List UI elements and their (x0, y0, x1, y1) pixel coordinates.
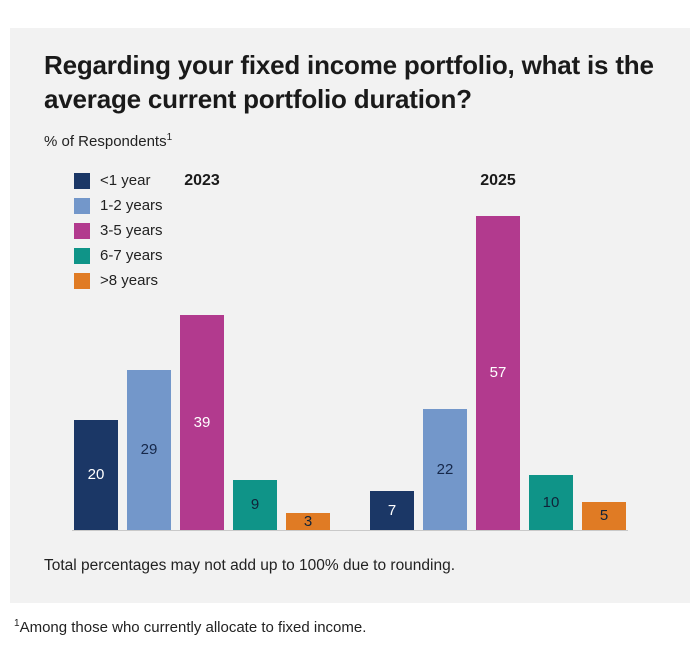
bar-value-label: 57 (489, 364, 507, 382)
bar-value-label: 7 (387, 501, 397, 519)
legend-label: >8 years (100, 271, 158, 289)
legend-item: 1-2 years (74, 197, 163, 215)
legend-label: 1-2 years (100, 196, 163, 214)
group-label: 2025 (480, 171, 516, 189)
bar: 29 (127, 370, 171, 530)
rounding-note: Total percentages may not add up to 100%… (44, 556, 456, 574)
chart-groups: 2023 20 29 39 9 3 2025 7 22 57 10 5 (72, 172, 628, 531)
chart-group: 2023 20 29 39 9 3 (74, 172, 330, 530)
axis-unit-text: % of Respondents (44, 132, 167, 150)
chart: <1 year 1-2 years 3-5 years 6-7 years >8 yea… (72, 172, 628, 531)
legend-item: 6-7 years (74, 247, 163, 265)
page-title: Regarding your fixed income portfolio, w… (44, 50, 654, 115)
footnote-text: Among those who currently allocate to fi… (19, 618, 367, 636)
chart-group: 2025 7 22 57 10 5 (370, 172, 626, 530)
bar: 5 (582, 502, 626, 530)
legend-label: <1 year (100, 171, 151, 189)
legend-item: >8 years (74, 272, 163, 290)
bar-value-label: 39 (193, 413, 211, 431)
bar: 22 (423, 408, 467, 530)
legend-item: <1 year (74, 172, 163, 190)
bar-value-label: 20 (87, 466, 105, 484)
bar: 57 (476, 216, 520, 530)
group-label: 2023 (184, 171, 220, 189)
axis-unit-label: % of Respondents1 (44, 131, 656, 150)
bar: 39 (180, 315, 224, 530)
bar-row: 20 29 39 9 3 (74, 200, 330, 530)
bar: 3 (286, 513, 330, 530)
legend: <1 year 1-2 years 3-5 years 6-7 years >8 yea… (74, 172, 163, 290)
chart-card: Regarding your fixed income portfolio, w… (10, 28, 690, 603)
bar-value-label: 29 (140, 441, 158, 459)
bar-value-label: 5 (599, 507, 609, 525)
footnote-marker: 1 (166, 131, 173, 143)
bar: 7 (370, 491, 414, 530)
bar-value-label: 22 (436, 460, 454, 478)
bar-value-label: 3 (303, 512, 313, 530)
bar: 10 (529, 474, 573, 530)
legend-label: 6-7 years (100, 246, 163, 264)
legend-item: 3-5 years (74, 222, 163, 240)
bar-value-label: 9 (250, 496, 260, 514)
legend-swatch (74, 247, 90, 264)
footnote: 1Among those who currently allocate to f… (14, 617, 700, 636)
bar-value-label: 10 (542, 493, 560, 511)
legend-label: 3-5 years (100, 221, 163, 239)
footnote-marker: 1 (14, 617, 20, 629)
bar: 20 (74, 419, 118, 530)
bar: 9 (233, 480, 277, 530)
legend-swatch (74, 272, 90, 289)
legend-swatch (74, 197, 90, 214)
legend-swatch (74, 172, 90, 189)
bar-row: 7 22 57 10 5 (370, 200, 626, 530)
legend-swatch (74, 222, 90, 239)
